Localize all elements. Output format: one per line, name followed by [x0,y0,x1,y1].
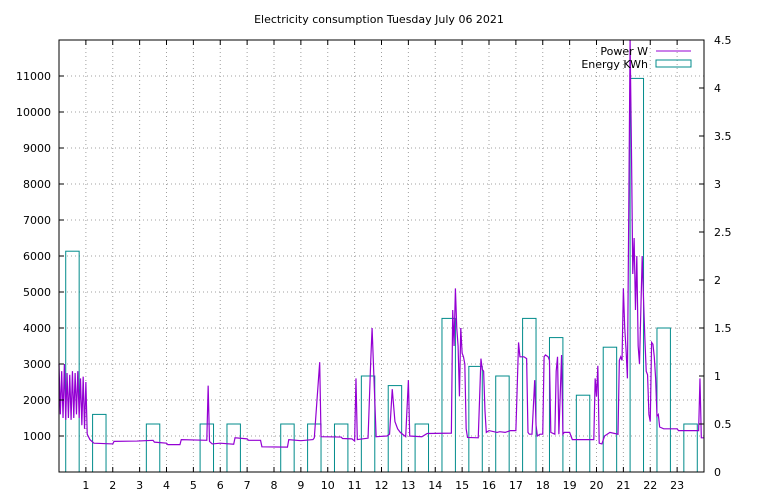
y-left-tick-label: 9000 [23,142,51,155]
x-tick-label: 3 [136,479,143,492]
y-left-tick-label: 1000 [23,430,51,443]
x-tick-label: 11 [348,479,362,492]
x-tick-label: 17 [509,479,523,492]
x-tick-label: 2 [109,479,116,492]
x-tick-label: 22 [643,479,657,492]
legend: Power W Energy KWh [581,45,692,71]
y-right-tick-label: 2.5 [714,226,732,239]
x-tick-label: 15 [455,479,469,492]
x-tick-label: 18 [536,479,550,492]
power-line [58,39,704,448]
x-tick-label: 4 [163,479,170,492]
y-right-tick-label: 3 [714,178,721,191]
y-left-tick-label: 8000 [23,178,51,191]
x-tick-label: 20 [590,479,604,492]
y-right-tick-label: 2 [714,274,721,287]
y-left-tick-label: 11000 [16,70,51,83]
x-tick-label: 21 [616,479,630,492]
x-tick-label: 12 [375,479,389,492]
chart-title: Electricity consumption Tuesday July 06 … [254,13,504,26]
y-left-axis-labels: 1000 2000 3000 4000 5000 6000 7000 8000 9000 1000… [16,70,51,443]
legend-energy-label: Energy KWh [581,58,648,71]
x-tick-label: 6 [217,479,224,492]
y-right-tick-label: 1.5 [714,322,732,335]
x-tick-label: 13 [401,479,415,492]
y-left-tick-label: 6000 [23,250,51,263]
x-tick-label: 8 [271,479,278,492]
y-right-tick-label: 4.5 [714,34,732,47]
x-tick-label: 9 [297,479,304,492]
x-tick-label: 23 [670,479,684,492]
y-left-tick-label: 10000 [16,106,51,119]
y-right-tick-label: 1 [714,370,721,383]
y-left-tick-label: 7000 [23,214,51,227]
y-right-axis-labels: 0 0.5 1 1.5 2 2.5 3 3.5 4 4.5 [714,34,732,479]
x-tick-label: 7 [244,479,251,492]
x-tick-label: 1 [82,479,89,492]
power-series [58,39,704,448]
x-tick-label: 14 [428,479,442,492]
x-tick-label: 16 [482,479,496,492]
x-tick-label: 10 [321,479,335,492]
y-right-tick-label: 0 [714,466,721,479]
legend-energy-box [655,59,692,68]
y-left-tick-label: 4000 [23,322,51,335]
x-axis-labels: 1 2 3 4 5 6 7 8 9 10 11 12 13 14 15 16 17 18 19 20 21 22 23 [82,479,684,492]
x-tick-label: 5 [190,479,197,492]
y-right-tick-label: 0.5 [714,418,732,431]
y-left-tick-label: 3000 [23,358,51,371]
y-left-tick-label: 5000 [23,286,51,299]
y-right-tick-label: 4 [714,82,721,95]
legend-power-label: Power W [600,45,648,58]
axis-ticks [59,39,704,473]
y-left-tick-label: 2000 [23,394,51,407]
x-tick-label: 19 [563,479,577,492]
y-right-tick-label: 3.5 [714,130,732,143]
